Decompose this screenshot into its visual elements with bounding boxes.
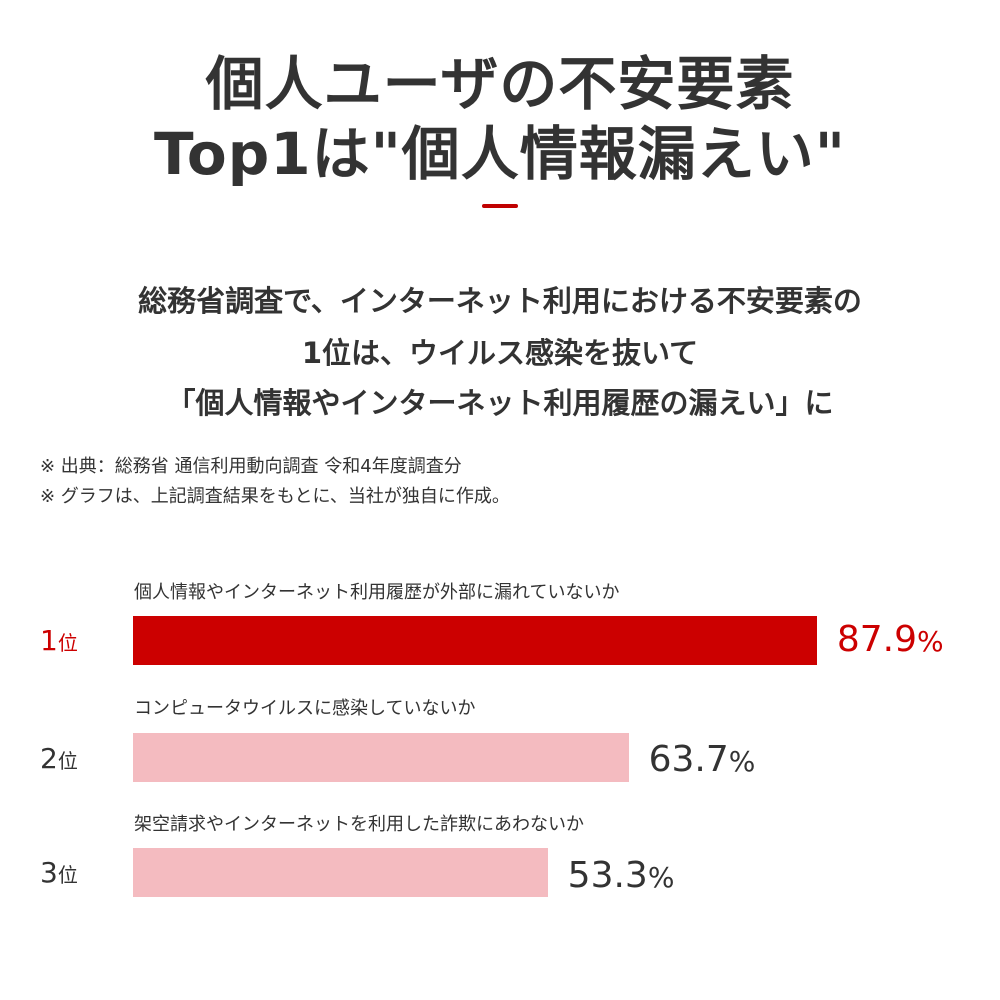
- item-label-3: 架空請求やインターネットを利用した詐欺にあわないか: [134, 814, 584, 835]
- page-title-line1: 個人ユーザの不安要素: [205, 50, 795, 118]
- rank-num: 3: [40, 856, 58, 889]
- value-num: 63.7: [648, 739, 729, 780]
- title-accent-divider: [482, 204, 518, 208]
- bar-3: [133, 848, 548, 897]
- value-unit: %: [728, 745, 756, 778]
- value-num: 87.9: [836, 619, 918, 660]
- disclaimer-note: ※ グラフは、上記調査結果をもとに、当社が独自に作成。: [40, 486, 510, 507]
- rank-num: 1: [40, 624, 58, 657]
- rank-label-2: 2位: [40, 742, 78, 778]
- source-note: ※ 出典：総務省 通信利用動向調査 令和4年度調査分: [40, 456, 462, 477]
- page-title-line2: Top1は"個人情報漏えい": [153, 120, 847, 188]
- value-unit: %: [917, 625, 944, 658]
- subtitle-line2: 1位は、ウイルス感染を抜いて: [301, 336, 699, 370]
- item-label-1: 個人情報やインターネット利用履歴が外部に漏れていないか: [134, 582, 620, 603]
- rank-label-1: 1位: [40, 624, 78, 660]
- value-num: 53.3: [567, 855, 648, 896]
- bar-1: [133, 616, 817, 665]
- item-label-2: コンピュータウイルスに感染していないか: [134, 698, 476, 719]
- rank-suffix: 位: [57, 863, 78, 887]
- rank-label-3: 3位: [40, 856, 78, 892]
- rank-num: 2: [40, 742, 58, 775]
- rank-suffix: 位: [57, 631, 78, 655]
- rank-suffix: 位: [57, 749, 78, 773]
- subtitle-line1: 総務省調査で、インターネット利用における不安要素の: [138, 284, 862, 318]
- subtitle-line3: 「個人情報やインターネット利用履歴の漏えい」に: [166, 386, 834, 420]
- bar-2: [133, 733, 629, 782]
- value-label-2: 63.7%: [649, 740, 756, 782]
- value-unit: %: [647, 861, 675, 894]
- value-label-3: 53.3%: [568, 856, 675, 898]
- value-label-1: 87.9%: [837, 620, 944, 662]
